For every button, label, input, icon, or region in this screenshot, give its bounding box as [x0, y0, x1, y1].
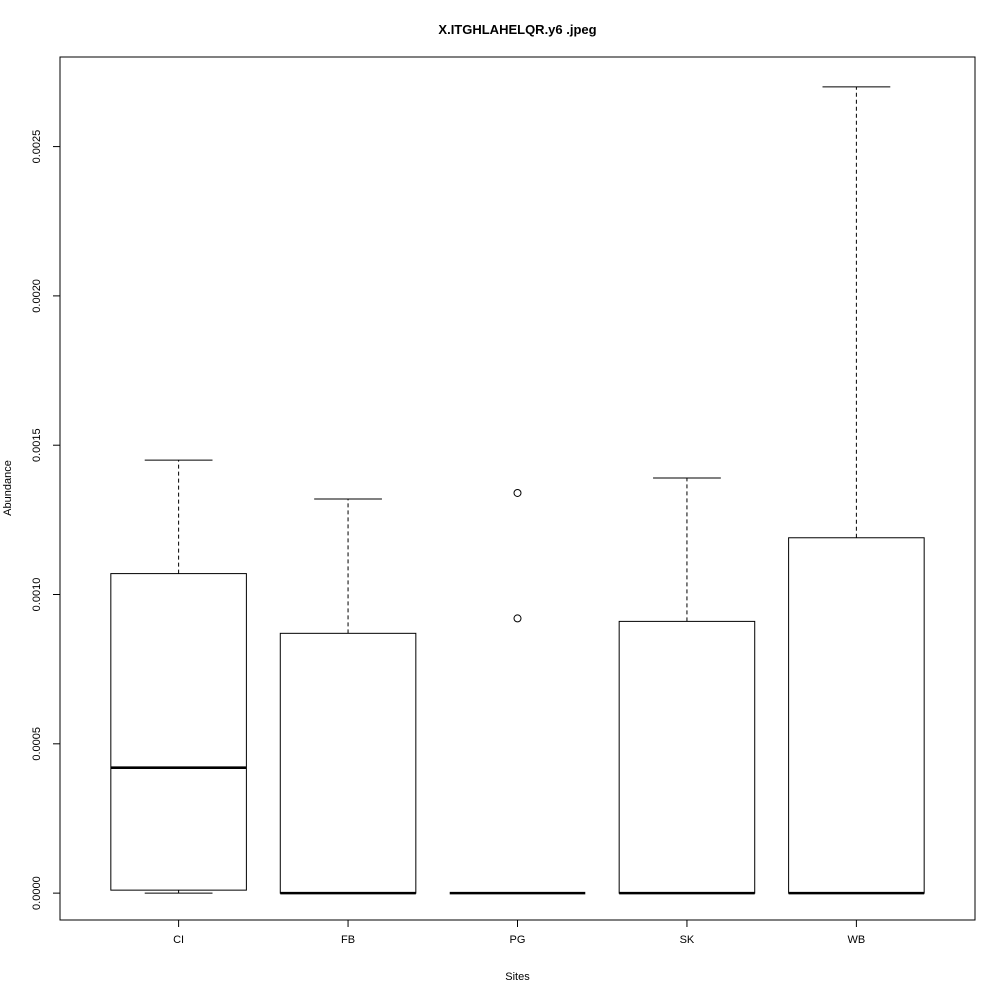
chart-title: X.ITGHLAHELQR.y6 .jpeg: [438, 22, 597, 37]
x-tick-label: FB: [341, 934, 355, 946]
x-tick-label: WB: [848, 934, 866, 946]
y-tick-label: 0.0010: [31, 578, 43, 612]
box-PG-outlier: [513, 488, 522, 497]
y-tick-label: 0.0015: [31, 428, 43, 462]
x-tick-label: CI: [173, 934, 184, 946]
y-tick-label: 0.0020: [31, 279, 43, 313]
y-tick-label: 0.0025: [31, 130, 43, 164]
x-tick-label: SK: [680, 934, 695, 946]
x-tick-label: PG: [510, 934, 526, 946]
box-SK-iqr: [618, 620, 756, 894]
box-WB-iqr: [788, 537, 925, 894]
y-tick-label: 0.0000: [31, 876, 43, 910]
box-PG-outlier: [513, 614, 522, 623]
y-tick-label: 0.0005: [31, 727, 43, 761]
box-FB-iqr: [279, 632, 417, 894]
x-axis-label: Sites: [505, 971, 530, 983]
box-CI-iqr: [110, 573, 247, 891]
